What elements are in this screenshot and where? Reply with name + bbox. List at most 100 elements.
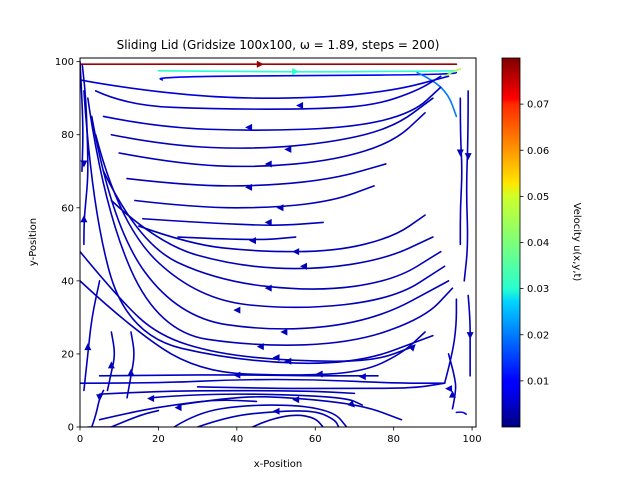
colorbar-tick-label: 0.05 [527, 192, 549, 203]
y-axis-label: y-Position [28, 218, 39, 266]
stream-arrow-43-0 [448, 390, 456, 398]
streamline-35 [83, 280, 101, 392]
chart-title: Sliding Lid (Gridsize 100x100, ω = 1.89,… [117, 38, 440, 52]
streamline-38 [80, 60, 84, 173]
stream-arrow-11-0 [276, 204, 284, 212]
y-tick-label: 80 [61, 130, 74, 141]
x-tick-label: 20 [152, 434, 165, 445]
stream-arrow-21-0 [272, 354, 280, 362]
streamline-2 [159, 71, 458, 81]
colorbar [501, 57, 521, 428]
y-axis: 0 20 40 60 80 100 [55, 57, 80, 434]
stream-arrow-1-0 [292, 68, 300, 76]
streamline-19 [87, 97, 454, 346]
x-tick-label: 40 [230, 434, 243, 445]
stream-arrow-28-1 [347, 400, 355, 408]
stream-arrow-12-0 [264, 218, 272, 226]
streamline-18 [90, 115, 450, 330]
streamline-33 [251, 414, 324, 427]
stream-arrow-8-0 [284, 145, 292, 153]
stream-arrow-27-0 [147, 395, 155, 403]
streamline-3 [443, 68, 462, 78]
stream-arrow-7-0 [245, 123, 253, 131]
streamline-9 [118, 112, 426, 168]
colorbar-tick-label: 0.04 [527, 238, 549, 249]
streamline-27 [149, 393, 364, 406]
stream-arrow-41-0 [464, 153, 472, 161]
streamline-29 [173, 404, 348, 427]
stream-arrow-9-0 [264, 160, 272, 168]
stream-arrow-22-0 [408, 344, 416, 352]
colorbar-tick-label: 0.07 [527, 100, 549, 111]
stream-arrow-16-0 [264, 284, 272, 292]
stream-arrow-15-0 [299, 262, 307, 270]
streamline-42 [467, 294, 471, 377]
streamline-16 [102, 170, 442, 290]
stream-arrow-36-0 [107, 361, 115, 369]
stream-arrow-29-0 [174, 404, 182, 412]
streamline-43 [447, 353, 457, 410]
streamline-23 [80, 378, 446, 384]
streamline-12 [141, 217, 324, 226]
y-tick-label: 40 [61, 276, 74, 287]
colorbar-tick-label: 0.06 [527, 146, 549, 157]
stream-arrow-38-0 [80, 160, 88, 168]
stream-arrow-24-1 [358, 373, 366, 381]
stream-arrow-10-0 [245, 183, 253, 191]
stream-arrow-34-0 [96, 394, 104, 402]
stream-arrow-28-0 [292, 396, 300, 404]
colorbar-tick-label: 0.03 [527, 284, 549, 295]
plot-frame [79, 57, 477, 428]
stream-arrow-14-0 [292, 248, 300, 256]
streamline-41 [463, 90, 469, 282]
streamline-37 [126, 331, 135, 399]
colorbar-tick-label: 0.01 [527, 376, 549, 387]
y-tick-label: 60 [61, 203, 74, 214]
stream-arrow-6-0 [296, 101, 304, 109]
stream-arrow-18-0 [280, 328, 288, 336]
streamline-7 [102, 86, 442, 131]
stream-arrow-24-0 [233, 371, 241, 379]
plot-area [80, 58, 476, 427]
streamline-26 [98, 389, 356, 395]
x-tick-label: 100 [463, 434, 482, 445]
x-axis-label: x-Position [254, 459, 302, 470]
streamline-20 [83, 90, 434, 365]
stream-arrow-19-0 [256, 343, 264, 351]
stream-arrow-25-0 [445, 385, 453, 393]
streamline-39 [81, 64, 89, 246]
streamline-11 [134, 185, 375, 209]
x-tick-label: 60 [309, 434, 322, 445]
stream-arrow-35-0 [84, 343, 92, 351]
streamline-1 [157, 69, 458, 73]
streamline-15 [110, 199, 434, 270]
stream-arrows [80, 60, 474, 415]
colorbar-label: Velocity u(x,y,t) [571, 203, 582, 282]
x-axis: 0 20 40 60 80 100 [77, 427, 482, 445]
stream-arrow-30-0 [272, 407, 280, 415]
streamline-21 [80, 250, 415, 363]
colorbar-tick-label: 0.02 [527, 330, 549, 341]
stream-arrow-0-0 [256, 60, 264, 68]
stream-arrow-42-0 [466, 332, 474, 340]
streamline-44 [443, 298, 458, 384]
stream-arrow-13-0 [249, 237, 257, 245]
stream-arrow-39-0 [80, 215, 88, 223]
streamline-5 [80, 75, 450, 99]
x-tick-label: 0 [77, 434, 83, 445]
streamline-10 [126, 163, 387, 187]
streamline-31 [98, 399, 258, 421]
streamline-6 [94, 75, 442, 110]
streamline-8 [110, 97, 434, 149]
stream-arrow-22-1 [315, 370, 323, 378]
streamline-30 [196, 410, 340, 427]
x-tick-label: 80 [387, 434, 400, 445]
streamline-28 [177, 395, 403, 421]
streamline-13 [177, 236, 297, 241]
streamline-32 [110, 409, 160, 427]
stream-arrow-20-0 [284, 357, 292, 365]
streamline-36 [106, 331, 116, 392]
y-tick-label: 0 [68, 423, 74, 434]
stream-arrow-37-0 [127, 368, 135, 376]
